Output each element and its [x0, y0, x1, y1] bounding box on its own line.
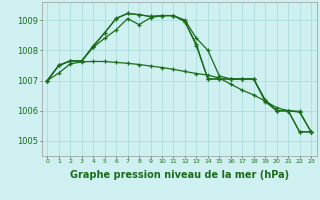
X-axis label: Graphe pression niveau de la mer (hPa): Graphe pression niveau de la mer (hPa)	[70, 170, 289, 180]
